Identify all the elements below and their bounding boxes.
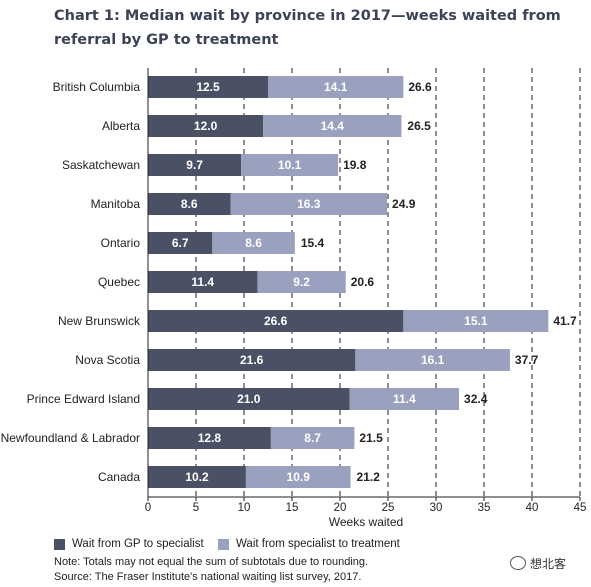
value-label-specialist: 11.4	[393, 392, 416, 406]
category-label: Nova Scotia	[75, 353, 140, 367]
legend-swatch-gp	[54, 538, 65, 550]
watermark-text: 想北客	[530, 556, 567, 571]
value-label-gp: 10.2	[185, 470, 209, 484]
source-note: Source: The Fraser Institute's national …	[54, 571, 362, 583]
x-tick-label: 5	[193, 502, 199, 514]
bar-gp	[148, 271, 258, 293]
category-label: Canada	[98, 470, 140, 484]
x-tick-label: 30	[430, 502, 443, 514]
x-tick-label: 45	[574, 502, 587, 514]
bar-gp	[148, 349, 356, 371]
bar-gp	[148, 466, 246, 488]
bar-specialist	[355, 349, 510, 371]
category-label: New Brunswick	[58, 314, 141, 328]
value-label-specialist: 9.2	[293, 275, 310, 289]
footnote: Note: Totals may not equal the sum of su…	[54, 556, 369, 568]
x-tick-label: 0	[145, 502, 151, 514]
legend-item-specialist: Wait from specialist to treatment	[218, 538, 400, 550]
bar-specialist	[241, 154, 339, 176]
legend-item-gp: Wait from GP to specialist	[54, 538, 204, 550]
chart-title: Chart 1: Median wait by province in 2017…	[54, 8, 561, 48]
wechat-icon	[510, 556, 526, 570]
x-tick-label: 15	[286, 502, 299, 514]
total-label: 37.7	[515, 353, 539, 367]
category-label: Ontario	[101, 236, 141, 250]
bar-gp	[148, 310, 404, 332]
x-tick-label: 25	[382, 502, 395, 514]
value-label-specialist: 8.7	[304, 431, 321, 445]
total-label: 15.4	[301, 236, 325, 250]
value-label-specialist: 14.1	[324, 80, 348, 94]
x-tick-label: 40	[526, 502, 539, 514]
value-label-gp: 8.6	[181, 197, 198, 211]
bar-specialist	[349, 388, 460, 410]
value-label-gp: 12.5	[196, 80, 220, 94]
total-label: 20.6	[351, 275, 375, 289]
legend-label-gp: Wait from GP to specialist	[72, 538, 204, 550]
bar-specialist	[257, 271, 346, 293]
total-label: 21.5	[359, 431, 383, 445]
category-label: Saskatchewan	[62, 158, 140, 172]
value-label-specialist: 8.6	[245, 236, 262, 250]
bar-gp	[148, 76, 268, 98]
bar-gp	[148, 232, 213, 254]
value-label-specialist: 14.4	[321, 119, 345, 133]
value-label-gp: 12.8	[198, 431, 222, 445]
bar-specialist	[270, 427, 355, 449]
category-label: British Columbia	[53, 80, 141, 94]
value-label-specialist: 10.9	[287, 470, 311, 484]
bar-specialist	[268, 76, 404, 98]
total-label: 19.8	[343, 158, 367, 172]
x-tick-label: 20	[334, 502, 347, 514]
value-label-gp: 21.0	[237, 392, 261, 406]
category-label: Quebec	[98, 275, 140, 289]
category-label: Manitoba	[91, 197, 141, 211]
legend-swatch-specialist	[218, 538, 229, 550]
bar-gp	[148, 193, 231, 215]
x-tick-label: 10	[238, 502, 251, 514]
value-label-specialist: 16.1	[421, 353, 445, 367]
value-label-specialist: 10.1	[278, 158, 302, 172]
category-label: Alberta	[102, 119, 140, 133]
total-label: 26.6	[408, 80, 432, 94]
category-label: Prince Edward Island	[27, 392, 140, 406]
total-label: 32.4	[464, 392, 488, 406]
bar-gp	[148, 388, 350, 410]
total-label: 26.5	[407, 119, 431, 133]
x-tick-label: 35	[478, 502, 491, 514]
bar-gp	[148, 427, 271, 449]
value-label-gp: 12.0	[194, 119, 218, 133]
value-label-gp: 9.7	[186, 158, 203, 172]
stacked-bar-chart: British Columbia 12.5 14.1 26.6 Alberta 12.0 1…	[1, 68, 587, 529]
value-label-gp: 26.6	[264, 314, 288, 328]
value-label-specialist: 15.1	[464, 314, 488, 328]
value-label-gp: 11.4	[191, 275, 214, 289]
bar-gp	[148, 115, 264, 137]
category-label: Newfoundland & Labrador	[1, 431, 140, 445]
value-label-gp: 21.6	[240, 353, 264, 367]
bar-specialist	[263, 115, 402, 137]
total-label: 24.9	[392, 197, 416, 211]
total-label: 21.2	[357, 470, 381, 484]
value-label-gp: 6.7	[172, 236, 189, 250]
bar-specialist	[245, 466, 351, 488]
legend-label-specialist: Wait from specialist to treatment	[236, 538, 400, 550]
watermark: 想北客	[510, 552, 578, 574]
bar-specialist	[212, 232, 295, 254]
bar-specialist	[230, 193, 388, 215]
bar-specialist	[403, 310, 549, 332]
value-label-specialist: 16.3	[297, 197, 321, 211]
total-label: 41.7	[553, 314, 577, 328]
bar-gp	[148, 154, 242, 176]
x-axis-title: Weeks waited	[329, 515, 403, 529]
